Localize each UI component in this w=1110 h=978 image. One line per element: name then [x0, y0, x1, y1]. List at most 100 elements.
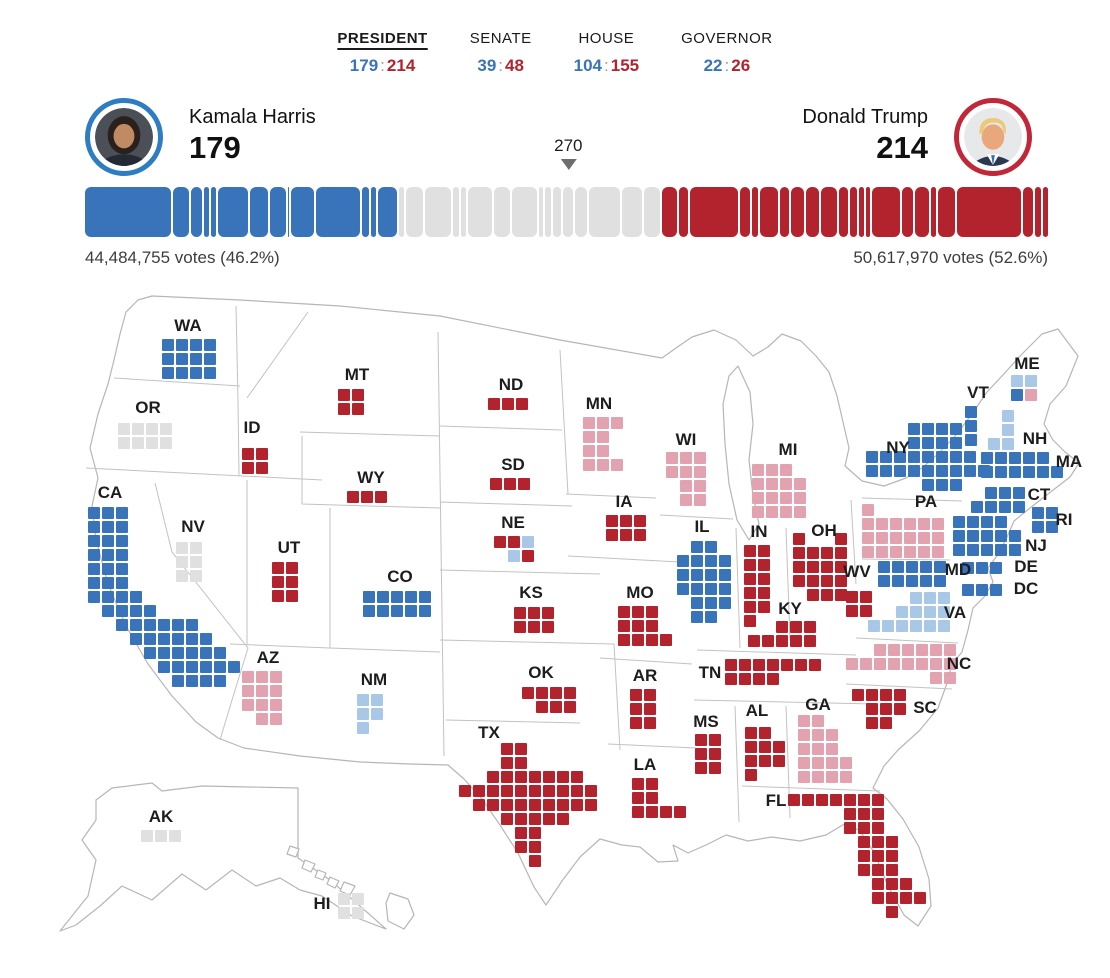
ev-square-MO[interactable] — [632, 620, 644, 632]
ev-square-GA[interactable] — [826, 729, 838, 741]
ev-square-TX[interactable] — [529, 771, 541, 783]
ev-square-CA[interactable] — [172, 633, 184, 645]
ev-square-TX[interactable] — [501, 785, 513, 797]
ev-square-AR[interactable] — [630, 717, 642, 729]
ev-square-UT[interactable] — [286, 590, 298, 602]
bar-segment-rep-KY[interactable] — [791, 187, 805, 237]
bar-segment-dem-CA[interactable] — [85, 187, 172, 237]
ev-square-CA[interactable] — [158, 661, 170, 673]
ev-square-FL[interactable] — [886, 878, 898, 890]
ev-square-VA[interactable] — [910, 620, 922, 632]
ev-square-OH[interactable] — [835, 533, 847, 545]
bar-segment-none-NC[interactable] — [511, 187, 538, 237]
ev-square-WA[interactable] — [190, 339, 202, 351]
ev-square-CA[interactable] — [116, 549, 128, 561]
ev-square-IL[interactable] — [719, 583, 731, 595]
ev-square-FL[interactable] — [872, 794, 884, 806]
ev-square-CT[interactable] — [999, 487, 1011, 499]
ev-square-OH[interactable] — [793, 533, 805, 545]
ev-square-WV[interactable] — [846, 591, 858, 603]
ev-square-IA[interactable] — [606, 515, 618, 527]
ev-square-TN[interactable] — [753, 659, 765, 671]
bar-segment-rep-MT[interactable] — [850, 187, 857, 237]
ev-square-CA[interactable] — [214, 661, 226, 673]
ev-square-NY[interactable] — [936, 465, 948, 477]
bar-segment-rep-SD[interactable] — [931, 187, 936, 237]
ev-square-PA[interactable] — [890, 546, 902, 558]
ev-square-NJ[interactable] — [995, 530, 1007, 542]
ev-square-NY[interactable] — [964, 451, 976, 463]
ev-square-CA[interactable] — [88, 577, 100, 589]
ev-square-MS[interactable] — [695, 734, 707, 746]
ev-square-KY[interactable] — [804, 635, 816, 647]
ev-square-NJ[interactable] — [967, 516, 979, 528]
bar-segment-rep-MS[interactable] — [838, 187, 849, 237]
ev-square-OH[interactable] — [821, 561, 833, 573]
ev-square-GA[interactable] — [812, 771, 824, 783]
bar-segment-rep-WV[interactable] — [1034, 187, 1042, 237]
ev-square-NC[interactable] — [944, 658, 956, 670]
ev-square-CA[interactable] — [172, 619, 184, 631]
ev-square-NY[interactable] — [880, 465, 892, 477]
ev-square-ND[interactable] — [502, 398, 514, 410]
ev-square-CA[interactable] — [102, 591, 114, 603]
state-WI[interactable]: WI — [666, 430, 706, 506]
ev-square-MI[interactable] — [780, 492, 792, 504]
ev-square-FL[interactable] — [788, 794, 800, 806]
ev-square-CA[interactable] — [130, 619, 142, 631]
ev-square-MD[interactable] — [920, 575, 932, 587]
ev-square-IA[interactable] — [620, 515, 632, 527]
state-NV[interactable]: NV — [176, 517, 205, 582]
ev-square-WI[interactable] — [666, 466, 678, 478]
ev-square-GA[interactable] — [840, 757, 852, 769]
ev-square-WA[interactable] — [176, 339, 188, 351]
ev-square-FL[interactable] — [914, 892, 926, 904]
ev-square-MD[interactable] — [920, 561, 932, 573]
ev-square-SC[interactable] — [866, 717, 878, 729]
ev-square-WI[interactable] — [694, 480, 706, 492]
ev-square-PA[interactable] — [890, 532, 902, 544]
ev-square-MN[interactable] — [583, 417, 595, 429]
ev-square-FL[interactable] — [844, 808, 856, 820]
bar-segment-rep-SC[interactable] — [914, 187, 930, 237]
ev-square-OH[interactable] — [821, 547, 833, 559]
ev-square-UT[interactable] — [272, 590, 284, 602]
state-KY[interactable]: KY — [748, 599, 816, 647]
ev-square-CA[interactable] — [200, 675, 212, 687]
state-MO[interactable]: MO — [618, 583, 672, 646]
ev-square-TN[interactable] — [767, 673, 779, 685]
ev-square-OH[interactable] — [821, 575, 833, 587]
ev-square-NY[interactable] — [922, 437, 934, 449]
state-HI[interactable]: HI — [314, 893, 365, 919]
ev-square-NY[interactable] — [866, 465, 878, 477]
ev-square-TN[interactable] — [739, 673, 751, 685]
ev-square-UT[interactable] — [272, 576, 284, 588]
ev-square-NC[interactable] — [874, 658, 886, 670]
ev-square-NY[interactable] — [922, 479, 934, 491]
ev-square-TX[interactable] — [585, 785, 597, 797]
bar-segment-none-AZ[interactable] — [405, 187, 424, 237]
state-OK[interactable]: OK — [522, 663, 576, 713]
ev-square-OH[interactable] — [835, 561, 847, 573]
ev-square-TX[interactable] — [501, 771, 513, 783]
ev-square-IL[interactable] — [691, 597, 703, 609]
ev-square-MD[interactable] — [878, 575, 890, 587]
ev-square-TX[interactable] — [529, 827, 541, 839]
ev-square-NH[interactable] — [1002, 424, 1014, 436]
ev-square-KS[interactable] — [528, 621, 540, 633]
ev-square-OH[interactable] — [793, 575, 805, 587]
state-OR[interactable]: OR — [118, 398, 172, 449]
ev-square-MA[interactable] — [1023, 452, 1035, 464]
ev-square-NM[interactable] — [357, 722, 369, 734]
ev-square-OR[interactable] — [118, 437, 130, 449]
ev-square-NC[interactable] — [944, 672, 956, 684]
ev-square-WY[interactable] — [375, 491, 387, 503]
ev-square-MN[interactable] — [611, 459, 623, 471]
ev-square-ME[interactable] — [1011, 375, 1023, 387]
state-NY[interactable]: NY — [866, 423, 990, 491]
ev-square-CA[interactable] — [186, 661, 198, 673]
ev-square-WI[interactable] — [680, 452, 692, 464]
ev-square-CA[interactable] — [186, 675, 198, 687]
ev-square-NY[interactable] — [922, 451, 934, 463]
ev-square-NY[interactable] — [922, 465, 934, 477]
